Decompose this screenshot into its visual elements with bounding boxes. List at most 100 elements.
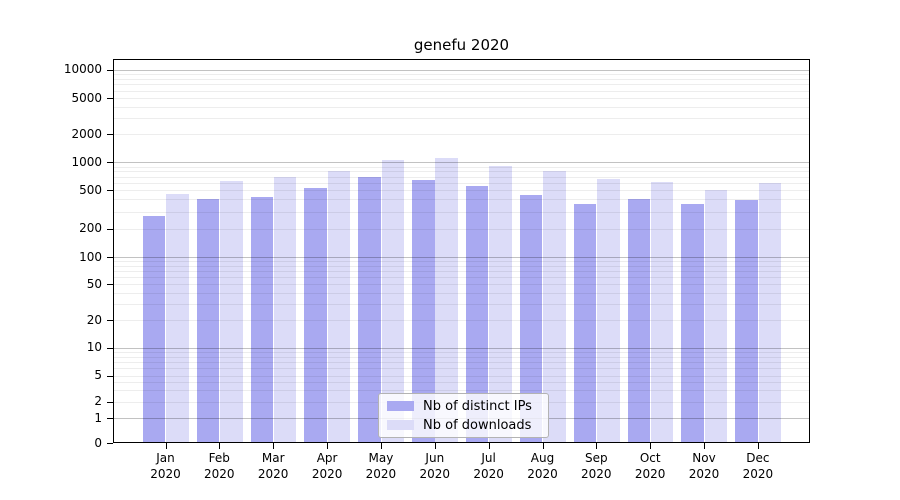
gridline-minor: [114, 190, 809, 191]
gridline-minor: [114, 98, 809, 99]
y-tick-label: 200: [79, 221, 102, 235]
chart-title: genefu 2020: [413, 36, 510, 54]
y-tick-mark: [107, 320, 113, 321]
x-tick-mark: [704, 443, 705, 449]
gridline-minor: [114, 361, 809, 363]
bar-distinct-ips: [627, 199, 650, 443]
gridline-major: [114, 69, 809, 71]
gridline-minor: [114, 176, 809, 178]
gridline-minor: [114, 368, 809, 370]
gridline-minor: [114, 320, 809, 321]
x-tick-label: Aug 2020: [527, 451, 558, 481]
bar-downloads: [543, 170, 566, 443]
y-tick-mark: [107, 418, 113, 419]
y-tick-label: 5: [94, 368, 102, 382]
y-tick-label: 100: [79, 249, 102, 264]
legend: Nb of distinct IPs Nb of downloads: [378, 393, 549, 438]
x-tick-label: Jun 2020: [419, 451, 451, 481]
gridline-minor: [114, 182, 809, 184]
bar-distinct-ips: [196, 199, 220, 443]
x-tick-mark: [165, 443, 167, 449]
gridline-major: [114, 162, 809, 164]
bar-downloads: [650, 182, 674, 443]
gridline-minor: [114, 199, 809, 201]
bar-distinct-ips: [519, 195, 543, 443]
bar-downloads: [166, 194, 189, 443]
gridline-minor: [114, 261, 809, 263]
gridline-minor: [114, 270, 809, 272]
y-tick-label: 5000: [71, 90, 102, 105]
legend-label-distinct-ips: Nb of distinct IPs: [423, 398, 532, 414]
y-tick-mark: [107, 284, 113, 285]
x-tick-label: Jul 2020: [473, 451, 504, 481]
bar-distinct-ips: [735, 200, 758, 443]
x-tick-label: Apr 2020: [311, 451, 343, 481]
x-tick-label: Oct 2020: [634, 451, 666, 481]
y-tick-label: 50: [86, 276, 102, 291]
y-tick-label: 2000: [71, 126, 102, 141]
y-tick-mark: [107, 347, 113, 349]
gridline-minor: [114, 351, 809, 353]
y-tick-mark: [107, 228, 113, 230]
legend-swatch-downloads: [387, 420, 414, 430]
x-tick-label: Jan 2020: [150, 451, 181, 481]
bar-downloads: [704, 190, 728, 443]
gridline-minor: [114, 84, 809, 86]
gridline-minor: [114, 390, 809, 391]
y-tick-mark: [107, 190, 113, 191]
y-tick-mark: [107, 134, 113, 135]
gridline-minor: [114, 381, 809, 383]
x-tick-mark: [757, 443, 759, 449]
y-tick-mark: [107, 98, 113, 99]
x-tick-mark: [434, 443, 436, 449]
bar-distinct-ips: [681, 204, 704, 443]
bar-distinct-ips: [304, 187, 327, 443]
gridline-minor: [114, 73, 809, 75]
gridline-minor: [114, 166, 809, 168]
bar-downloads: [489, 165, 512, 443]
x-tick-mark: [380, 443, 382, 449]
y-tick-label: 0: [94, 435, 102, 450]
y-tick-label: 10000: [63, 62, 102, 76]
gridline-minor: [114, 375, 809, 377]
gridline-minor: [114, 171, 809, 173]
gridline-minor: [114, 118, 809, 120]
y-tick-label: 2: [94, 394, 102, 408]
x-tick-label: May 2020: [365, 451, 397, 481]
gridline-minor: [114, 265, 809, 267]
gridline-minor: [114, 228, 809, 230]
x-tick-mark: [488, 443, 490, 449]
gridline-minor: [114, 134, 809, 135]
legend-swatch-distinct-ips: [387, 401, 414, 411]
y-tick-mark: [107, 69, 113, 71]
bar-distinct-ips: [465, 185, 489, 443]
bar-downloads: [327, 170, 351, 443]
gridline-minor: [114, 276, 809, 278]
gridline-minor: [114, 292, 809, 294]
bar-downloads: [435, 158, 458, 443]
y-tick-mark: [107, 375, 113, 377]
gridline-minor: [114, 304, 809, 306]
bar-distinct-ips: [412, 179, 435, 443]
gridline-major: [114, 257, 809, 258]
gridline-major: [114, 347, 809, 349]
bar-distinct-ips: [358, 176, 381, 443]
bar-distinct-ips: [250, 196, 273, 443]
legend-item-distinct-ips: Nb of distinct IPs: [387, 398, 540, 414]
y-tick-label: 1: [94, 410, 102, 425]
legend-item-downloads: Nb of downloads: [387, 417, 540, 433]
gridline-minor: [114, 78, 809, 80]
bar-downloads: [758, 183, 782, 443]
y-tick-label: 1000: [71, 154, 102, 169]
x-tick-mark: [219, 443, 221, 449]
legend-label-downloads: Nb of downloads: [423, 417, 532, 433]
y-tick-label: 20: [86, 312, 102, 327]
x-tick-mark: [327, 443, 329, 449]
gridline-minor: [114, 211, 809, 213]
gridline-minor: [114, 284, 809, 285]
x-tick-mark: [542, 443, 544, 449]
x-tick-label: Mar 2020: [257, 451, 289, 481]
bar-downloads: [597, 178, 620, 443]
gridline-minor: [114, 106, 809, 108]
